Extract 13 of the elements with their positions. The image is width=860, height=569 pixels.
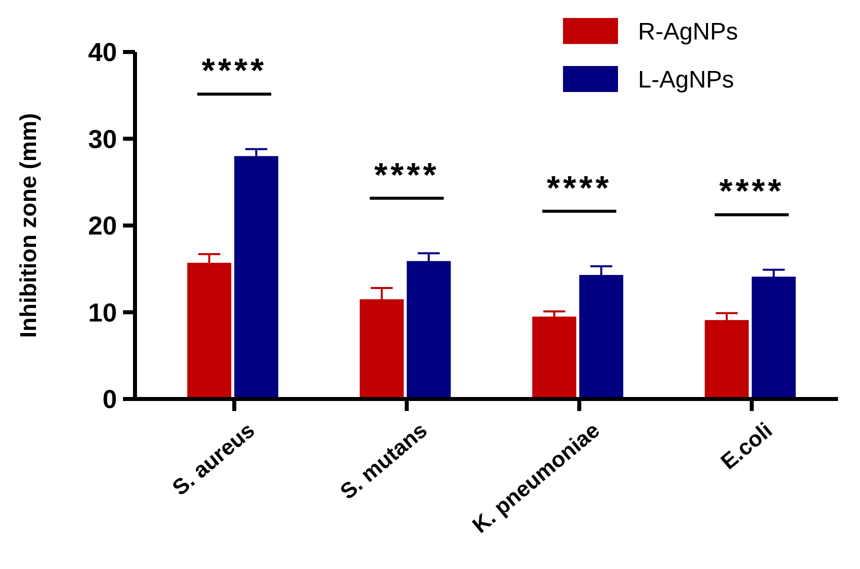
y-tick-label: 40 [88,37,117,68]
legend-label: L-AgNPs [638,66,734,94]
y-axis-title: Inhibition zone (mm) [15,113,41,338]
bar [532,316,576,399]
annotation: **** [719,172,784,211]
y-tick-label: 0 [102,384,117,414]
annotation: **** [546,169,612,208]
y-tick-label: 10 [88,297,117,328]
annotation: **** [374,156,440,194]
legend-label: R-AgNPs [638,18,738,46]
y-tick-label: 20 [88,210,117,241]
y-tick-label: 30 [88,124,117,154]
annotation: **** [202,52,267,90]
